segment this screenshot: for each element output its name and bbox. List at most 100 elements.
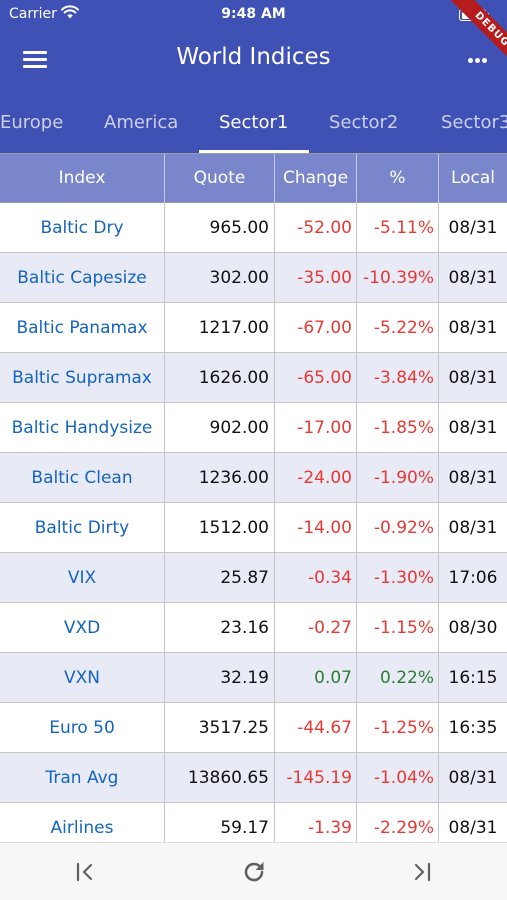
local-time-cell: 08/31 (448, 468, 498, 488)
index-cell[interactable]: Baltic Dirty (0, 503, 165, 553)
page-title: World Indices (176, 44, 331, 70)
status-bar: Carrier 9:48 AM (0, 0, 507, 30)
first-page-icon[interactable] (70, 857, 100, 887)
table-row[interactable]: Baltic Supramax 1626.00 -65.00 -3.84% 08/31 (0, 353, 507, 403)
local-time-cell: 08/31 (448, 268, 498, 288)
quote-cell: 1626.00 (165, 353, 275, 403)
table-row[interactable]: Baltic Handysize 902.00 -17.00 -1.85% 08/31 (0, 403, 507, 453)
percent-cell: -5.11% (357, 203, 439, 253)
quote-cell: 25.87 (165, 553, 275, 603)
tab-bar: Europe America Sector1 Sector2 Sector3 (0, 96, 507, 153)
index-cell[interactable]: Airlines (0, 803, 165, 842)
local-time-cell: 08/31 (448, 218, 498, 238)
wifi-icon (61, 5, 79, 19)
change-cell: -0.34 (275, 553, 357, 603)
percent-cell: -3.84% (357, 353, 439, 403)
index-cell[interactable]: Baltic Supramax (0, 353, 165, 403)
quote-cell: 302.00 (165, 253, 275, 303)
tab-sector1[interactable]: Sector1 (219, 112, 289, 133)
table-header: Index Quote Change % Local (0, 154, 507, 203)
tab-europe[interactable]: Europe (0, 112, 64, 133)
indices-table: Index Quote Change % Local Baltic Dry 965… (0, 153, 507, 842)
local-time-cell: 16:35 (448, 718, 498, 738)
table-row[interactable]: VXN 32.19 0.07 0.22% 16:15 (0, 653, 507, 703)
percent-cell: -1.30% (357, 553, 439, 603)
change-cell: -14.00 (275, 503, 357, 553)
more-options-icon[interactable] (468, 58, 488, 64)
index-cell[interactable]: VXN (0, 653, 165, 703)
quote-cell: 59.17 (165, 803, 275, 842)
percent-cell: -1.15% (357, 603, 439, 653)
table-row[interactable]: Baltic Panamax 1217.00 -67.00 -5.22% 08/31 (0, 303, 507, 353)
local-time-cell: 08/31 (448, 418, 498, 438)
bottom-toolbar (0, 842, 507, 900)
header-percent: % (357, 154, 439, 203)
change-cell: -44.67 (275, 703, 357, 753)
local-time-cell: 08/31 (448, 818, 498, 838)
percent-cell: -10.39% (357, 253, 439, 303)
quote-cell: 965.00 (165, 203, 275, 253)
index-cell[interactable]: Baltic Dry (0, 203, 165, 253)
percent-cell: -1.90% (357, 453, 439, 503)
quote-cell: 13860.65 (165, 753, 275, 803)
app-bar: Carrier 9:48 AM World Indices Europe Ame… (0, 0, 507, 153)
change-cell: -67.00 (275, 303, 357, 353)
change-cell: -52.00 (275, 203, 357, 253)
index-cell[interactable]: Baltic Handysize (0, 403, 165, 453)
local-time-cell: 08/31 (448, 368, 498, 388)
index-cell[interactable]: Baltic Capesize (0, 253, 165, 303)
quote-cell: 902.00 (165, 403, 275, 453)
tab-indicator (199, 150, 309, 153)
quote-cell: 1512.00 (165, 503, 275, 553)
local-time-cell: 16:15 (448, 668, 498, 688)
percent-cell: -5.22% (357, 303, 439, 353)
percent-cell: -0.92% (357, 503, 439, 553)
change-cell: -24.00 (275, 453, 357, 503)
tab-america[interactable]: America (104, 112, 179, 133)
refresh-icon[interactable] (239, 857, 269, 887)
carrier-label: Carrier (9, 6, 57, 22)
header-quote: Quote (165, 154, 275, 203)
quote-cell: 3517.25 (165, 703, 275, 753)
change-cell: 0.07 (275, 653, 357, 703)
index-cell[interactable]: VXD (0, 603, 165, 653)
index-cell[interactable]: Euro 50 (0, 703, 165, 753)
local-time-cell: 08/31 (448, 518, 498, 538)
tab-sector2[interactable]: Sector2 (329, 112, 399, 133)
change-cell: -1.39 (275, 803, 357, 842)
local-time-cell: 08/31 (448, 318, 498, 338)
quote-cell: 23.16 (165, 603, 275, 653)
change-cell: -65.00 (275, 353, 357, 403)
table-row[interactable]: Baltic Capesize 302.00 -35.00 -10.39% 08/31 (0, 253, 507, 303)
table-row[interactable]: Tran Avg 13860.65 -145.19 -1.04% 08/31 (0, 753, 507, 803)
percent-cell: -1.04% (357, 753, 439, 803)
quote-cell: 1217.00 (165, 303, 275, 353)
table-row[interactable]: Baltic Dry 965.00 -52.00 -5.11% 08/31 (0, 203, 507, 253)
header-local: Local (450, 168, 496, 188)
status-time: 9:48 AM (221, 6, 286, 22)
last-page-icon[interactable] (407, 857, 437, 887)
percent-cell: -1.25% (357, 703, 439, 753)
table-row[interactable]: Airlines 59.17 -1.39 -2.29% 08/31 (0, 803, 507, 842)
index-cell[interactable]: VIX (0, 553, 165, 603)
table-row[interactable]: Baltic Dirty 1512.00 -14.00 -0.92% 08/31 (0, 503, 507, 553)
percent-cell: 0.22% (357, 653, 439, 703)
table-row[interactable]: Euro 50 3517.25 -44.67 -1.25% 16:35 (0, 703, 507, 753)
header-change: Change (275, 154, 357, 203)
index-cell[interactable]: Baltic Clean (0, 453, 165, 503)
local-time-cell: 08/31 (448, 768, 498, 788)
local-time-cell: 17:06 (448, 568, 498, 588)
index-cell[interactable]: Baltic Panamax (0, 303, 165, 353)
percent-cell: -2.29% (357, 803, 439, 842)
change-cell: -35.00 (275, 253, 357, 303)
percent-cell: -1.85% (357, 403, 439, 453)
menu-icon[interactable] (23, 50, 47, 70)
change-cell: -0.27 (275, 603, 357, 653)
table-row[interactable]: VXD 23.16 -0.27 -1.15% 08/30 (0, 603, 507, 653)
tab-sector3[interactable]: Sector3 (441, 112, 507, 133)
header-index: Index (0, 154, 165, 203)
index-cell[interactable]: Tran Avg (0, 753, 165, 803)
table-row[interactable]: VIX 25.87 -0.34 -1.30% 17:06 (0, 553, 507, 603)
table-row[interactable]: Baltic Clean 1236.00 -24.00 -1.90% 08/31 (0, 453, 507, 503)
